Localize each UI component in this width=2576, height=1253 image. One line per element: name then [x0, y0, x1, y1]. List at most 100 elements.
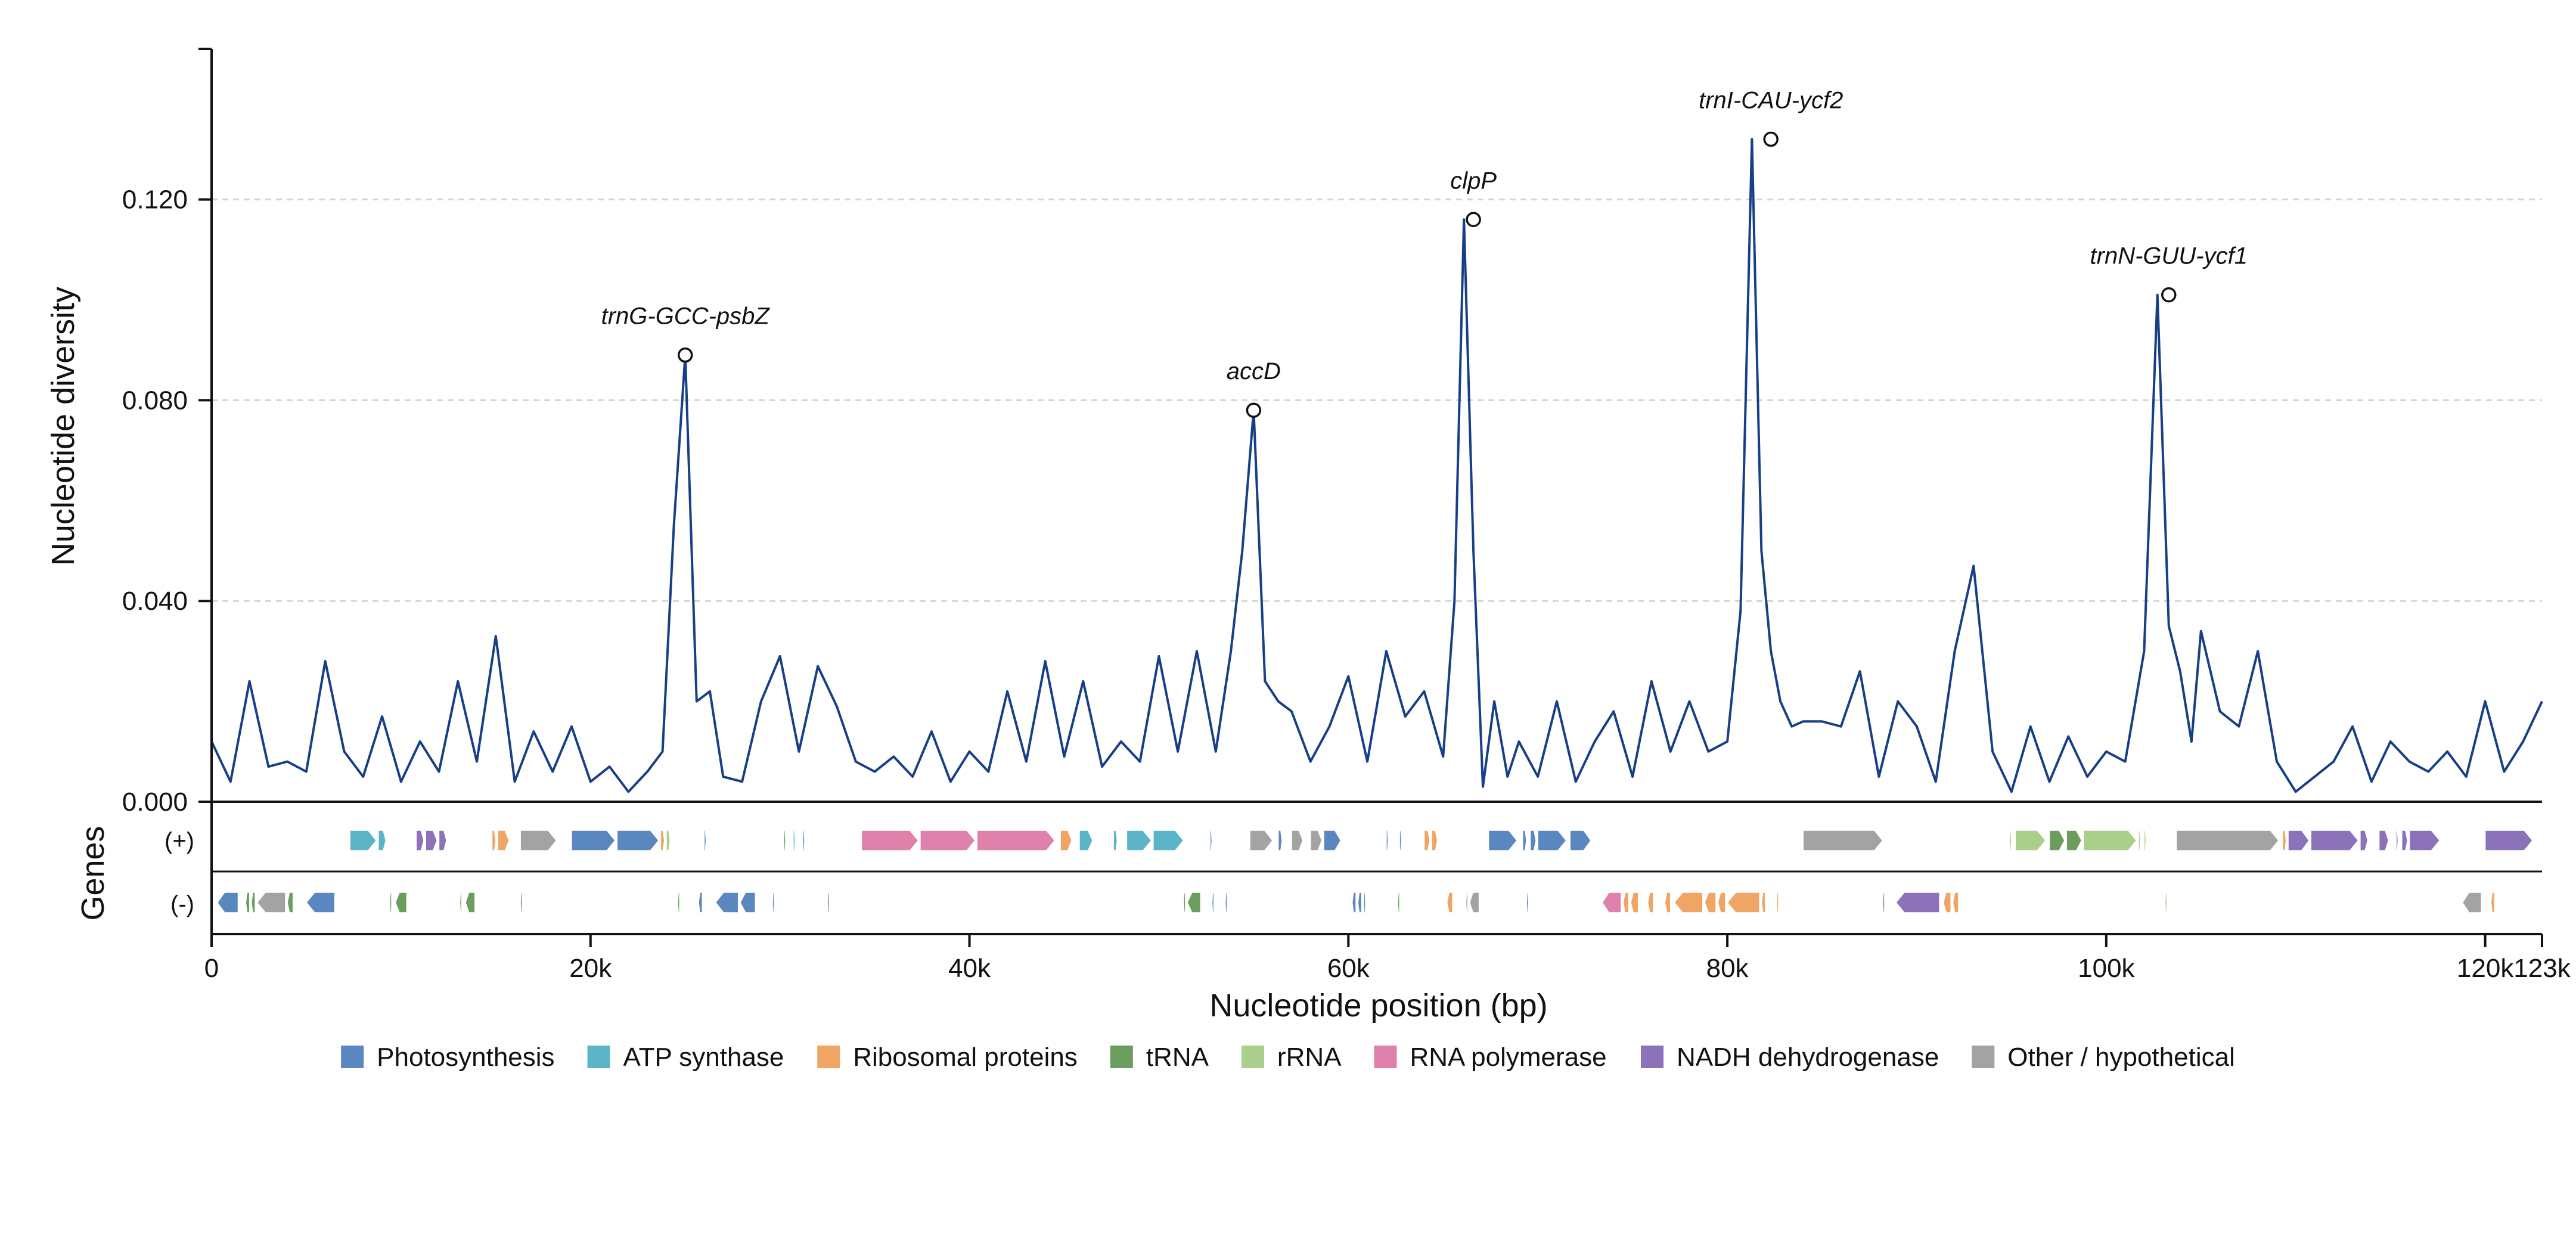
gene-arrow-minus: [389, 892, 392, 913]
gene-arrow-plus: [783, 830, 786, 851]
gene-arrow-plus: [1126, 830, 1152, 851]
gene-arrow-plus: [1386, 830, 1389, 851]
gene-arrow-plus: [2049, 830, 2065, 851]
gene-arrow-plus: [1249, 830, 1274, 851]
peak-marker: [677, 347, 693, 363]
gene-arrow-minus: [1465, 892, 1469, 913]
gene-arrow-minus: [1776, 892, 1779, 913]
gene-arrow-plus: [1529, 830, 1537, 851]
gene-arrow-plus: [2138, 830, 2141, 851]
peak-label: clpP: [1450, 168, 1497, 194]
gene-arrow-plus: [1423, 830, 1430, 851]
gene-arrow-plus: [2378, 830, 2389, 851]
gene-arrow-plus: [491, 830, 496, 851]
gene-arrow-plus: [616, 830, 660, 851]
gene-arrow-plus: [1309, 830, 1323, 851]
legend-swatch: [1374, 1046, 1397, 1068]
gene-arrow-minus: [1224, 892, 1228, 913]
gene-arrow-plus: [520, 830, 557, 851]
legend-label: tRNA: [1146, 1043, 1209, 1072]
y-tick-label: 0.040: [122, 587, 188, 616]
plot-line-layer: [210, 138, 2543, 793]
gene-arrow-plus: [2401, 830, 2409, 851]
gene-arrow-plus: [976, 830, 1056, 851]
legend-label: Other / hypothetical: [2007, 1043, 2235, 1072]
gene-arrow-plus: [666, 830, 671, 851]
y-axis-title: Nucleotide diversity: [45, 287, 81, 566]
gene-arrow-minus: [1704, 892, 1717, 913]
gene-arrow-minus: [1357, 892, 1363, 913]
gene-arrow-minus: [1351, 892, 1357, 913]
gene-arrow-plus: [660, 830, 665, 851]
x-tick-label: 60k: [1327, 954, 1370, 983]
legend-swatch: [1972, 1046, 1995, 1068]
x-tick-label: 0: [204, 954, 219, 983]
gene-arrow-plus: [425, 830, 438, 851]
gene-arrow-minus: [245, 892, 250, 913]
x-tick-label: 40k: [948, 954, 991, 983]
peak-label: trnG-GCC-psbZ: [601, 303, 771, 330]
peak-marker: [1466, 212, 1481, 228]
legend-label: RNA polymerase: [1410, 1043, 1606, 1072]
x-tick-label: 120k: [2457, 954, 2514, 983]
gene-arrow-minus: [715, 892, 739, 913]
gene-arrow-plus: [377, 830, 387, 851]
peak-label: trnI-CAU-ycf2: [1699, 88, 1843, 114]
peak-marker: [2161, 287, 2177, 303]
gene-arrow-minus: [827, 892, 830, 913]
gene-arrow-plus: [2360, 830, 2369, 851]
peak-label: trnN-GUU-ycf1: [2090, 243, 2248, 269]
x-tick-label: 20k: [569, 954, 612, 983]
gene-arrow-minus: [287, 892, 294, 913]
gene-arrow-plus: [1113, 830, 1118, 851]
legend: Photosynthesis ATP synthase Ribosomal prot…: [341, 1043, 2235, 1072]
gene-arrow-plus: [2310, 830, 2359, 851]
gene-arrow-plus: [920, 830, 976, 851]
x-tick-label: 123k: [2513, 954, 2571, 983]
strand-label-plus: (+): [165, 828, 194, 854]
gene-arrow-minus: [1363, 892, 1366, 913]
gene-arrow-minus: [459, 892, 463, 913]
gene-arrow-plus: [1569, 830, 1592, 851]
gene-arrow-minus: [1622, 892, 1630, 913]
gene-arrow-minus: [256, 892, 286, 913]
gene-arrow-plus: [438, 830, 447, 851]
diversity-line: [210, 138, 2543, 793]
gene-arrow-minus: [1526, 892, 1529, 913]
peak-label: accD: [1227, 358, 1281, 384]
gene-arrow-plus: [2082, 830, 2137, 851]
gene-arrow-minus: [2164, 892, 2168, 913]
legend-swatch: [341, 1046, 364, 1068]
gene-arrow-minus: [1183, 892, 1186, 913]
legend-swatch: [1110, 1046, 1133, 1068]
peak-marker: [1246, 402, 1262, 418]
gene-arrow-minus: [1187, 892, 1202, 913]
gene-arrow-minus: [1717, 892, 1726, 913]
gene-arrow-minus: [698, 892, 703, 913]
gene-arrow-minus: [250, 892, 256, 913]
gene-arrow-plus: [1537, 830, 1567, 851]
y-tick-label: 0.080: [122, 386, 188, 415]
gene-arrow-minus: [1397, 892, 1400, 913]
gene-arrow-plus: [1802, 830, 1883, 851]
gene-arrow-minus: [2490, 892, 2496, 913]
legend-swatch: [1641, 1046, 1664, 1068]
gene-arrow-minus: [677, 892, 680, 913]
gene-arrow-minus: [1895, 892, 1940, 913]
gene-arrow-minus: [2462, 892, 2482, 913]
y-tick-label: 0.000: [122, 787, 188, 817]
legend-swatch: [817, 1046, 840, 1068]
gene-arrow-plus: [2282, 830, 2287, 851]
gene-arrow-plus: [1399, 830, 1402, 851]
gene-arrow-minus: [216, 892, 239, 913]
gene-arrow-plus: [1431, 830, 1438, 851]
gene-arrow-minus: [1446, 892, 1453, 913]
axes-layer: 0.000 0.040 0.080 0.120 0 20k 40k 60k 80k 100k 120…: [122, 48, 2571, 983]
legend-label: ATP synthase: [623, 1043, 784, 1072]
gene-arrow-plus: [802, 830, 805, 851]
gene-arrow-plus: [861, 830, 919, 851]
gene-track: [216, 830, 2534, 913]
strand-label-minus: (-): [170, 891, 194, 917]
gene-arrow-minus: [1647, 892, 1654, 913]
